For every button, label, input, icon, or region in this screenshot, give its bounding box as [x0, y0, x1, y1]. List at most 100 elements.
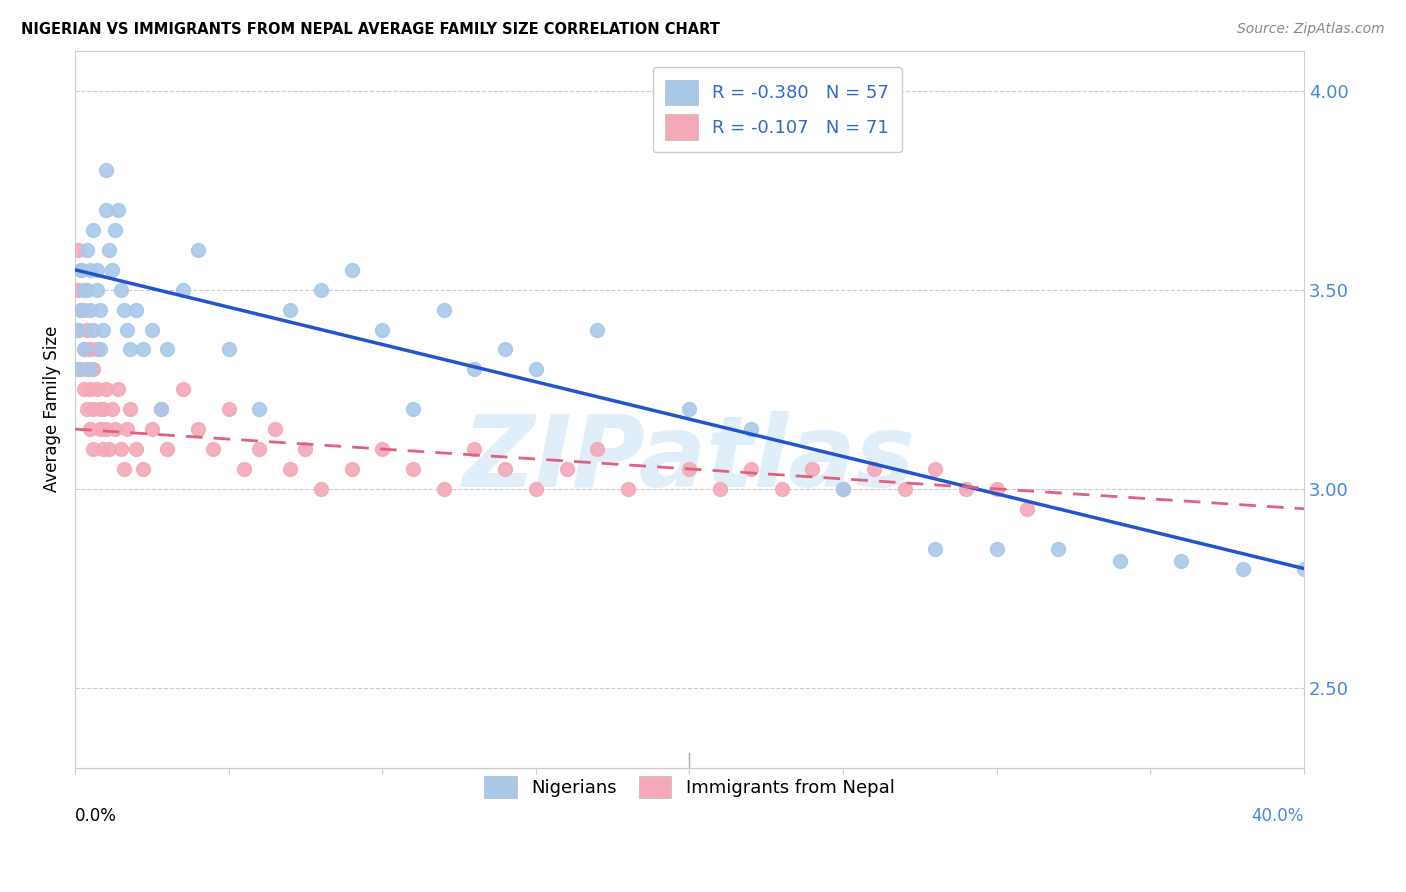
Point: [89, 343, 111, 357]
Point: [91, 322, 114, 336]
Point: [832, 482, 855, 496]
Point: [278, 462, 301, 476]
Point: [91, 442, 114, 456]
Point: [70, 262, 93, 277]
Point: [94, 202, 117, 217]
Point: [115, 422, 138, 436]
Point: [801, 462, 824, 476]
Point: [76, 322, 98, 336]
Point: [247, 442, 270, 456]
Point: [309, 283, 332, 297]
Text: Source: ZipAtlas.com: Source: ZipAtlas.com: [1237, 22, 1385, 37]
Point: [402, 402, 425, 417]
Point: [924, 541, 946, 556]
Point: [156, 442, 179, 456]
Point: [1170, 553, 1192, 567]
Point: [79, 362, 101, 376]
Point: [1232, 561, 1254, 575]
Point: [141, 422, 163, 436]
Point: [97, 442, 120, 456]
Point: [1108, 553, 1130, 567]
Point: [97, 243, 120, 257]
Point: [79, 343, 101, 357]
Point: [86, 283, 108, 297]
Point: [94, 163, 117, 178]
Point: [233, 462, 256, 476]
Point: [294, 442, 316, 456]
Point: [86, 382, 108, 396]
Point: [101, 262, 124, 277]
Point: [187, 422, 209, 436]
Point: [150, 402, 173, 417]
Point: [524, 482, 547, 496]
Y-axis label: Average Family Size: Average Family Size: [44, 326, 60, 492]
Point: [104, 223, 127, 237]
Point: [79, 302, 101, 317]
Point: [263, 422, 285, 436]
Point: [770, 482, 793, 496]
Point: [82, 442, 104, 456]
Point: [73, 343, 96, 357]
Point: [678, 462, 700, 476]
Point: [67, 362, 90, 376]
Point: [924, 462, 946, 476]
Point: [82, 402, 104, 417]
Point: [586, 442, 609, 456]
Point: [76, 243, 98, 257]
Point: [402, 462, 425, 476]
Point: [862, 462, 884, 476]
Point: [433, 482, 456, 496]
Point: [73, 283, 96, 297]
Point: [110, 283, 132, 297]
Point: [67, 243, 90, 257]
Point: [107, 382, 129, 396]
Point: [107, 202, 129, 217]
Point: [524, 362, 547, 376]
Point: [586, 322, 609, 336]
Point: [340, 462, 363, 476]
Point: [371, 442, 394, 456]
Point: [120, 343, 142, 357]
Point: [89, 302, 111, 317]
Point: [70, 262, 93, 277]
Point: [70, 362, 93, 376]
Text: 40.0%: 40.0%: [1251, 807, 1303, 825]
Point: [218, 402, 240, 417]
Point: [79, 382, 101, 396]
Text: NIGERIAN VS IMMIGRANTS FROM NEPAL AVERAGE FAMILY SIZE CORRELATION CHART: NIGERIAN VS IMMIGRANTS FROM NEPAL AVERAG…: [21, 22, 720, 37]
Point: [1047, 541, 1070, 556]
Point: [120, 402, 142, 417]
Point: [278, 302, 301, 317]
Point: [156, 343, 179, 357]
Point: [82, 223, 104, 237]
Point: [86, 343, 108, 357]
Point: [70, 302, 93, 317]
Point: [67, 283, 90, 297]
Point: [678, 402, 700, 417]
Point: [131, 462, 153, 476]
Point: [131, 343, 153, 357]
Point: [89, 422, 111, 436]
Point: [86, 262, 108, 277]
Text: ZIPatlas: ZIPatlas: [463, 411, 917, 508]
Point: [82, 362, 104, 376]
Point: [89, 402, 111, 417]
Legend: Nigerians, Immigrants from Nepal: Nigerians, Immigrants from Nepal: [477, 769, 901, 805]
Point: [247, 402, 270, 417]
Point: [76, 402, 98, 417]
Point: [202, 442, 225, 456]
Point: [115, 322, 138, 336]
Point: [371, 322, 394, 336]
Point: [112, 302, 135, 317]
Point: [1017, 501, 1039, 516]
Point: [494, 462, 516, 476]
Point: [76, 362, 98, 376]
Point: [955, 482, 977, 496]
Point: [67, 322, 90, 336]
Point: [617, 482, 640, 496]
Point: [172, 382, 194, 396]
Point: [125, 302, 148, 317]
Point: [555, 462, 578, 476]
Point: [110, 442, 132, 456]
Point: [79, 422, 101, 436]
